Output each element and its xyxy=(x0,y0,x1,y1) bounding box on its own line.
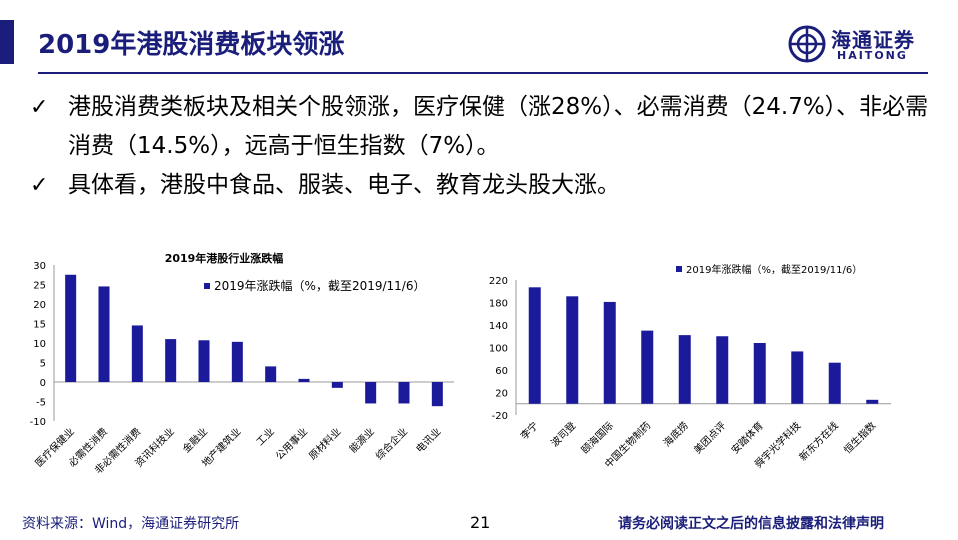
data-bar xyxy=(528,287,541,404)
bullet-text: 具体看，港股中食品、服装、电子、教育龙头股大涨。 xyxy=(68,172,620,198)
y-tick-label: 220 xyxy=(489,276,508,287)
data-bar xyxy=(198,340,210,382)
category-label: 李宁 xyxy=(518,419,541,442)
category-label: 美团点评 xyxy=(691,419,728,456)
page-number: 21 xyxy=(470,513,491,532)
chart-title: 2019年港股行业涨跌幅 xyxy=(165,251,284,265)
category-label: 金融业 xyxy=(180,425,210,455)
bullet-item: ✓ 港股消费类板块及相关个股领涨，医疗保健（涨28%）、必需消费（24.7%）、… xyxy=(30,88,930,166)
data-bar xyxy=(265,366,277,382)
bullet-list: ✓ 港股消费类板块及相关个股领涨，医疗保健（涨28%）、必需消费（24.7%）、… xyxy=(30,88,930,205)
category-label: 颐海国际 xyxy=(578,419,615,456)
title-divider xyxy=(38,72,928,74)
data-bar xyxy=(98,286,110,382)
y-tick-label: 25 xyxy=(33,281,46,292)
bullet-item: ✓ 具体看，港股中食品、服装、电子、教育龙头股大涨。 xyxy=(30,166,930,205)
y-tick-label: 180 xyxy=(489,299,508,310)
legend-swatch xyxy=(204,283,210,289)
category-label: 综合企业 xyxy=(373,425,410,462)
data-bar xyxy=(828,362,841,404)
category-label: 恒生指数 xyxy=(841,419,878,456)
data-bar xyxy=(603,301,616,404)
data-bar xyxy=(641,330,654,404)
title-accent-bar xyxy=(0,20,14,64)
haitong-logo-icon xyxy=(788,25,826,63)
category-label: 工业 xyxy=(254,426,277,449)
y-tick-label: -5 xyxy=(36,398,46,409)
check-icon: ✓ xyxy=(30,95,49,120)
data-bar xyxy=(65,274,77,382)
y-tick-label: 30 xyxy=(33,261,46,272)
category-label: 能源业 xyxy=(346,425,376,455)
y-tick-label: 140 xyxy=(489,321,508,332)
data-bar xyxy=(753,343,766,404)
legend-label: 2019年涨跌幅（%，截至2019/11/6） xyxy=(686,263,862,276)
category-label: 电讯业 xyxy=(413,425,443,455)
bullet-text: 港股消费类板块及相关个股领涨，医疗保健（涨28%）、必需消费（24.7%）、非必… xyxy=(68,94,929,159)
data-bar xyxy=(431,382,443,407)
haitong-logo: 海通证券 HAITONG xyxy=(787,22,935,66)
y-tick-label: 100 xyxy=(489,344,508,355)
category-label: 海底捞 xyxy=(660,419,690,449)
category-label: 安踏体育 xyxy=(728,419,765,456)
category-label: 原材料业 xyxy=(306,425,343,462)
data-bar xyxy=(298,378,310,382)
data-bar xyxy=(365,382,377,404)
stock-returns-chart: 220 180 140 100 60 20 -20 李宁 波司登 颐海国际 中国生物制药 海底捞 美团点… xyxy=(476,258,936,506)
data-bar xyxy=(231,341,243,382)
disclaimer-text: 请务必阅读正文之后的信息披露和法律声明 xyxy=(618,516,884,532)
data-bar xyxy=(866,399,879,404)
data-bar xyxy=(791,351,804,404)
industry-returns-chart-svg: 2019年港股行业涨跌幅302520151050-5-10医疗保健业必需性消费非… xyxy=(30,251,454,477)
data-bar xyxy=(331,382,343,388)
data-bar xyxy=(716,336,729,404)
category-label: 新东方在线 xyxy=(796,419,841,464)
y-tick-label: -10 xyxy=(30,417,46,428)
y-tick-label: 20 xyxy=(495,389,508,400)
y-tick-label: 0 xyxy=(40,378,46,389)
y-tick-label: 10 xyxy=(33,339,46,350)
slide-title: 2019年港股消费板块领涨 xyxy=(38,30,345,60)
y-tick-label: 60 xyxy=(495,366,508,377)
data-bar xyxy=(131,325,143,382)
data-bar xyxy=(566,296,579,404)
y-tick-label: -20 xyxy=(492,411,508,422)
data-bar xyxy=(165,339,177,382)
check-icon: ✓ xyxy=(30,173,49,198)
data-bar xyxy=(398,382,410,404)
legend-swatch xyxy=(676,266,682,272)
source-note: 资料来源：Wind，海通证券研究所 xyxy=(22,516,240,532)
industry-returns-chart: 2019年港股行业涨跌幅 30 25 20 15 10 5 0 -5 -10 医疗保健业 必需性消费非… xyxy=(14,244,466,506)
logo-english-text: HAITONG xyxy=(837,49,908,62)
category-label: 公用事业 xyxy=(273,425,310,462)
y-tick-label: 15 xyxy=(33,320,46,331)
logo-chinese-text: 海通证券 xyxy=(831,28,915,52)
category-label: 波司登 xyxy=(548,419,578,449)
y-tick-label: 5 xyxy=(40,359,46,370)
data-bar xyxy=(678,335,691,404)
legend-label: 2019年涨跌幅（%，截至2019/11/6） xyxy=(214,278,425,293)
y-tick-label: 20 xyxy=(33,300,46,311)
